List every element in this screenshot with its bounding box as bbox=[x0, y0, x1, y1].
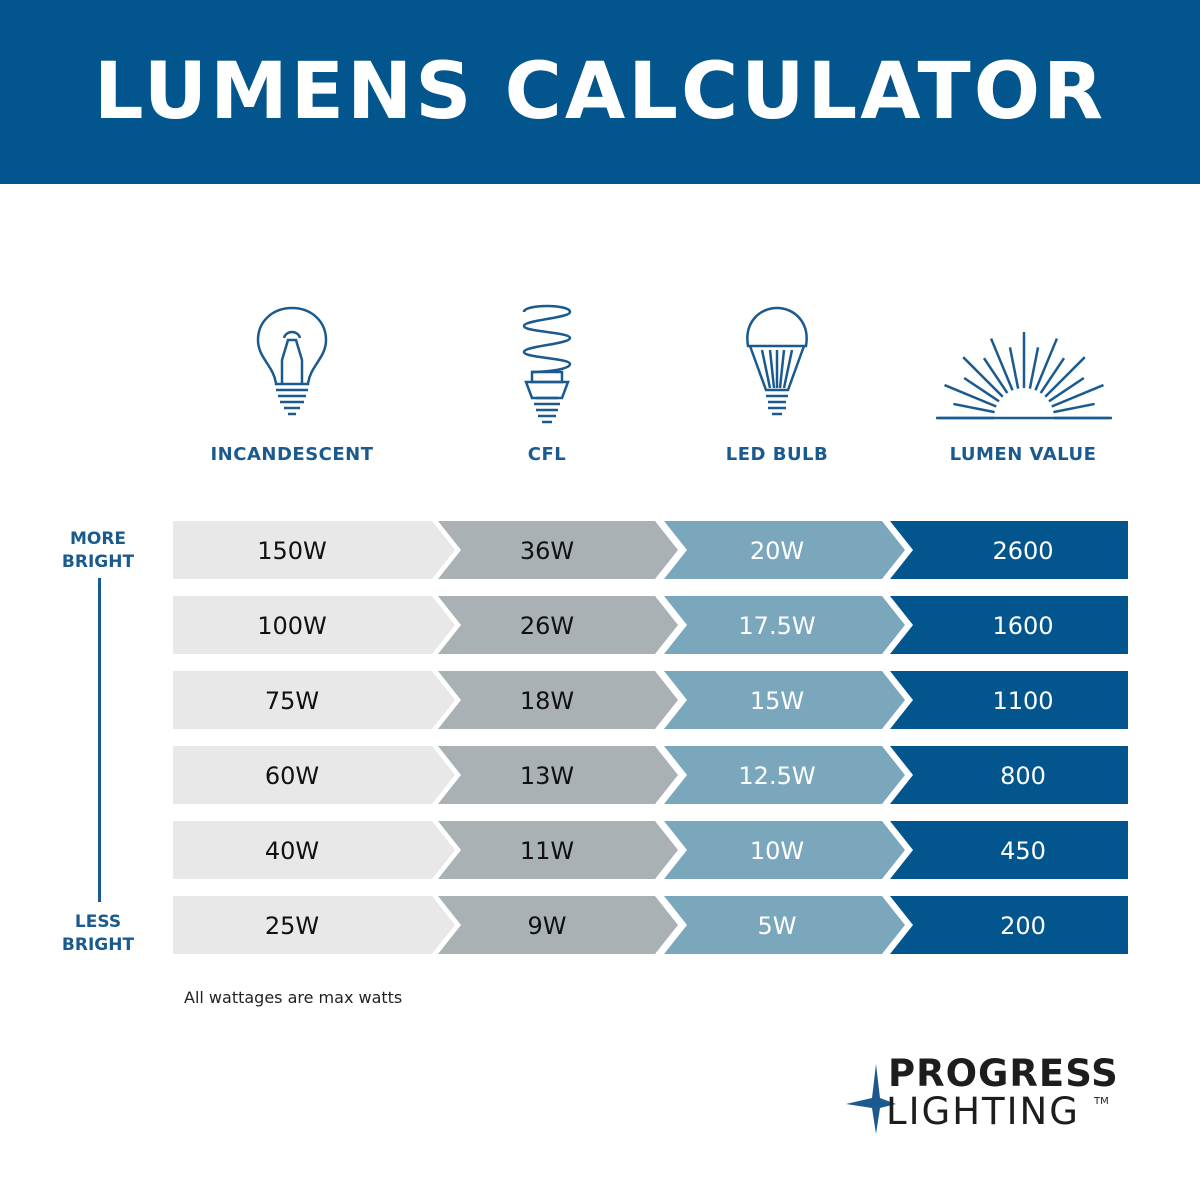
cell-background bbox=[664, 746, 905, 804]
ray bbox=[944, 383, 997, 408]
column-header-incandescent: INCANDESCENT bbox=[210, 444, 374, 465]
table-cell: 150W bbox=[257, 537, 327, 565]
cell-background bbox=[173, 821, 455, 879]
ray bbox=[962, 356, 1004, 398]
table-cell: 18W bbox=[520, 687, 574, 715]
table-cell: 9W bbox=[528, 912, 567, 940]
table-cell: 75W bbox=[265, 687, 319, 715]
incandescent-bulb-icon bbox=[256, 306, 328, 416]
cell-background bbox=[890, 896, 1128, 954]
table-cell: 11W bbox=[520, 837, 574, 865]
cell-background bbox=[664, 671, 905, 729]
column-header-led-bulb: LED BULB bbox=[725, 444, 829, 465]
cell-background bbox=[890, 671, 1128, 729]
cell-background bbox=[438, 596, 678, 654]
more-label: MORE bbox=[69, 529, 127, 549]
cell-background bbox=[664, 821, 905, 879]
cell-background bbox=[438, 821, 678, 879]
cell-background bbox=[173, 596, 455, 654]
table-cell: 12.5W bbox=[738, 762, 815, 790]
cell-background bbox=[173, 746, 455, 804]
cell-background bbox=[173, 521, 455, 579]
ray bbox=[953, 402, 995, 414]
ray bbox=[1053, 402, 1095, 414]
logo-lighting: LIGHTING bbox=[886, 1090, 1080, 1133]
ray bbox=[1008, 347, 1020, 389]
cell-background bbox=[438, 521, 678, 579]
ray bbox=[982, 357, 1009, 394]
table-cell: 200 bbox=[1000, 912, 1046, 940]
logo-tm: TM bbox=[1094, 1096, 1109, 1107]
sunburst-icon bbox=[936, 332, 1112, 420]
table-cell: 100W bbox=[257, 612, 327, 640]
table-cell: 36W bbox=[520, 537, 574, 565]
cell-background bbox=[173, 671, 455, 729]
cfl-bulb-icon bbox=[522, 304, 572, 424]
table-cell: 10W bbox=[750, 837, 804, 865]
less-label: LESS bbox=[74, 912, 122, 932]
table-cell: 1600 bbox=[992, 612, 1053, 640]
table-cell: 60W bbox=[265, 762, 319, 790]
logo-progress: PROGRESS bbox=[888, 1052, 1119, 1095]
ray bbox=[1048, 376, 1085, 403]
cell-background bbox=[664, 896, 905, 954]
table-cell: 2600 bbox=[992, 537, 1053, 565]
ray bbox=[1028, 347, 1040, 389]
ray bbox=[1044, 356, 1086, 398]
table-cell: 20W bbox=[750, 537, 804, 565]
column-header-lumen-value: LUMEN VALUE bbox=[949, 444, 1097, 465]
ray bbox=[1039, 357, 1066, 394]
led-bulb-icon bbox=[746, 306, 808, 416]
cell-background bbox=[664, 596, 905, 654]
cell-background bbox=[438, 896, 678, 954]
table-cell: 15W bbox=[750, 687, 804, 715]
ray bbox=[989, 338, 1014, 391]
cell-background bbox=[173, 896, 455, 954]
ray bbox=[963, 376, 1000, 403]
cell-background bbox=[890, 821, 1128, 879]
page-title: LUMENS CALCULATOR bbox=[93, 47, 1107, 137]
ray bbox=[1051, 383, 1104, 408]
more-bright-label: MORE BRIGHT bbox=[48, 528, 148, 574]
cell-background bbox=[438, 746, 678, 804]
table-cell: 800 bbox=[1000, 762, 1046, 790]
cell-background bbox=[664, 521, 905, 579]
cell-background bbox=[438, 671, 678, 729]
bright-label: BRIGHT bbox=[61, 552, 135, 572]
table-cell: 1100 bbox=[992, 687, 1053, 715]
table-cell: 450 bbox=[1000, 837, 1046, 865]
cell-background bbox=[890, 746, 1128, 804]
table-cell: 13W bbox=[520, 762, 574, 790]
cell-background bbox=[890, 596, 1128, 654]
table-cell: 26W bbox=[520, 612, 574, 640]
table-cell: 5W bbox=[758, 912, 797, 940]
less-bright-label: LESS BRIGHT bbox=[48, 911, 148, 957]
bright-label: BRIGHT bbox=[61, 935, 135, 955]
brightness-scale-line bbox=[98, 578, 101, 902]
star-icon bbox=[846, 1064, 896, 1134]
ray bbox=[1034, 338, 1059, 391]
table-cell: 25W bbox=[265, 912, 319, 940]
header-banner: LUMENS CALCULATOR bbox=[0, 0, 1200, 184]
cell-background bbox=[890, 521, 1128, 579]
footnote: All wattages are max watts bbox=[184, 988, 403, 1007]
column-header-cfl: CFL bbox=[527, 444, 567, 465]
table-cell: 17.5W bbox=[738, 612, 815, 640]
table-cell: 40W bbox=[265, 837, 319, 865]
